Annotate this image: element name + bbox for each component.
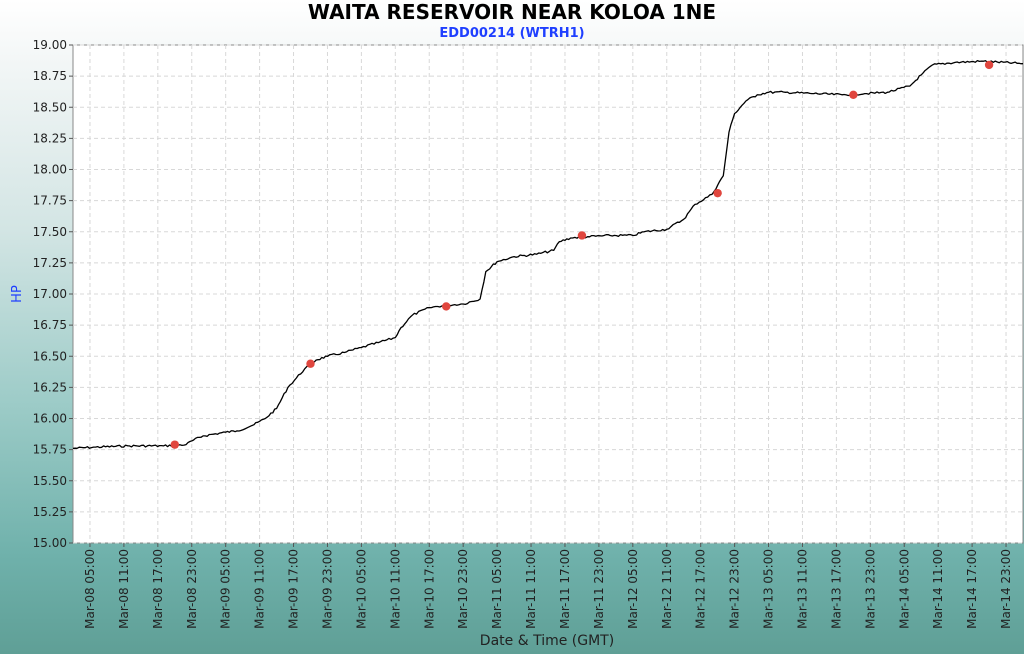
y-tick-label: 16.00 (33, 412, 67, 426)
x-tick-label: Mar-09 23:00 (320, 549, 334, 629)
marker-layer (170, 60, 994, 449)
grid-layer (73, 44, 1023, 544)
x-tick-label: Mar-09 05:00 (219, 549, 233, 629)
y-tick-label: 16.75 (33, 318, 67, 332)
x-tick-label: Mar-13 11:00 (795, 549, 809, 629)
x-tick-label: Mar-09 17:00 (287, 549, 301, 629)
x-axis-label: Date & Time (GMT) (480, 633, 614, 649)
x-tick-label: Mar-10 11:00 (388, 549, 402, 629)
series-line (72, 59, 1023, 450)
x-tick-label: Mar-12 11:00 (660, 549, 674, 629)
x-tick-label: Mar-08 17:00 (151, 549, 165, 629)
x-tick-label: Mar-08 23:00 (185, 549, 199, 629)
y-tick-label: 15.75 (33, 443, 67, 457)
data-marker (442, 302, 451, 311)
x-axis: Mar-08 05:00 Mar-08 11:00 Mar-08 17:00 Mar-… (83, 543, 1013, 629)
chart-title: WAITA RESERVOIR NEAR KOLOA 1NE (308, 0, 716, 24)
x-tick-label: Mar-13 23:00 (863, 549, 877, 629)
y-tick-label: 16.25 (33, 380, 67, 394)
x-tick-label: Mar-14 05:00 (897, 549, 911, 629)
y-tick-label: 15.25 (33, 505, 67, 519)
x-tick-label: Mar-11 05:00 (490, 549, 504, 629)
x-tick-label: Mar-12 05:00 (626, 549, 640, 629)
data-marker (849, 90, 858, 100)
data-marker (577, 231, 587, 240)
x-tick-label: Mar-13 17:00 (829, 549, 843, 629)
y-axis: 15.00 15.25 15.50 15.75 16.00 16.25 16.50 16.75… (33, 38, 73, 550)
x-tick-label: Mar-09 11:00 (253, 549, 267, 629)
y-tick-label: 15.50 (33, 474, 67, 488)
data-marker (306, 359, 315, 368)
data-marker (713, 188, 722, 198)
y-tick-label: 17.75 (33, 194, 67, 208)
x-tick-label: Mar-11 11:00 (524, 549, 538, 629)
y-tick-label: 18.25 (33, 131, 67, 145)
x-tick-label: Mar-10 05:00 (354, 549, 368, 629)
y-tick-label: 19.00 (33, 38, 67, 52)
y-tick-label: 17.25 (33, 256, 67, 270)
y-tick-label: 18.00 (33, 163, 67, 177)
y-tick-label: 17.50 (33, 225, 67, 239)
x-tick-label: Mar-12 23:00 (728, 549, 742, 629)
y-tick-label: 17.00 (33, 287, 67, 301)
x-tick-label: Mar-12 17:00 (694, 549, 708, 629)
y-tick-label: 18.50 (33, 100, 67, 114)
x-tick-label: Mar-08 05:00 (83, 549, 97, 629)
x-tick-label: Mar-14 23:00 (999, 549, 1013, 629)
x-tick-label: Mar-11 23:00 (592, 549, 606, 629)
x-tick-label: Mar-10 17:00 (422, 549, 436, 629)
x-tick-label: Mar-10 23:00 (456, 549, 470, 629)
x-tick-label: Mar-14 11:00 (931, 549, 945, 629)
data-marker (984, 60, 994, 70)
data-marker (170, 440, 179, 449)
y-axis-label: HP (10, 285, 25, 303)
y-tick-label: 18.75 (33, 69, 67, 83)
x-tick-label: Mar-14 17:00 (965, 549, 979, 629)
x-tick-label: Mar-13 05:00 (762, 549, 776, 629)
x-tick-label: Mar-08 11:00 (117, 549, 131, 629)
y-tick-label: 15.00 (33, 536, 67, 550)
chart-subtitle: EDD00214 (WTRH1) (439, 26, 584, 41)
x-tick-label: Mar-11 17:00 (558, 549, 572, 629)
y-tick-label: 16.50 (33, 349, 67, 363)
